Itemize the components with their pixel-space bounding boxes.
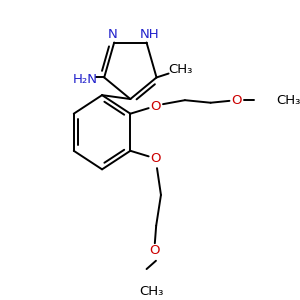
- Text: H₂N: H₂N: [73, 73, 98, 86]
- Text: O: O: [149, 244, 160, 257]
- Text: CH₃: CH₃: [140, 285, 164, 298]
- Text: O: O: [150, 152, 160, 165]
- Text: O: O: [231, 94, 242, 107]
- Text: CH₃: CH₃: [168, 63, 193, 76]
- Text: CH₃: CH₃: [276, 94, 300, 107]
- Text: O: O: [150, 100, 160, 112]
- Text: N: N: [108, 28, 117, 41]
- Text: NH: NH: [139, 28, 159, 41]
